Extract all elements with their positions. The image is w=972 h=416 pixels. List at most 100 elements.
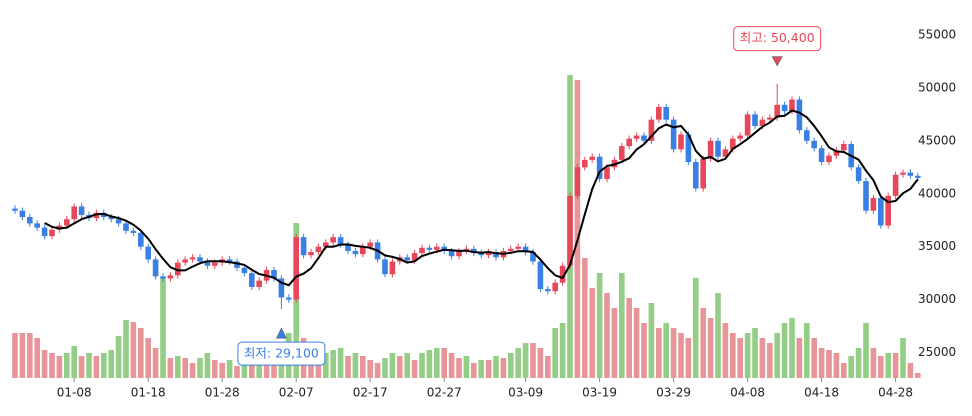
candle-body xyxy=(175,262,181,276)
volume-bar xyxy=(522,343,529,378)
candle-body xyxy=(426,247,433,250)
candle-body xyxy=(878,198,884,226)
candle-body xyxy=(545,289,551,292)
candle-body xyxy=(804,130,810,141)
volume-bar xyxy=(315,356,322,378)
candle-body xyxy=(419,247,425,254)
volume-bar xyxy=(249,358,255,378)
volume-bar xyxy=(471,363,477,378)
candle-body xyxy=(352,250,359,255)
max-marker xyxy=(771,56,783,67)
candle-body xyxy=(64,219,70,226)
volume-bar xyxy=(559,323,566,378)
candle-body xyxy=(841,144,847,151)
volume-bar xyxy=(915,373,921,378)
volume-bar xyxy=(130,322,137,378)
volume-bar xyxy=(730,333,736,378)
candle-body xyxy=(522,246,529,252)
volume-bar xyxy=(530,343,536,378)
candle-body xyxy=(27,217,33,224)
volume-bar xyxy=(456,358,462,378)
volume-bar xyxy=(212,360,218,378)
volume-bar xyxy=(545,356,551,378)
y-tick-label: 45000 xyxy=(918,133,956,147)
candle-body xyxy=(604,167,610,179)
candle-body xyxy=(744,114,751,136)
candle-body xyxy=(271,270,277,279)
candle-body xyxy=(678,134,684,150)
volume-bar xyxy=(49,353,55,378)
volume-bar xyxy=(64,353,70,378)
candle-body xyxy=(737,135,743,139)
candle-body xyxy=(885,195,891,226)
volume-bar xyxy=(374,363,381,378)
volume-bar xyxy=(145,338,151,378)
y-tick-label: 25000 xyxy=(918,345,956,359)
overlay-layer: 25000 30000 35000 40000 45000 50000 55000 01-08… xyxy=(57,26,956,400)
volume-bar xyxy=(138,328,144,378)
volume-bar xyxy=(204,353,211,378)
candle-body xyxy=(108,217,114,220)
candle-body xyxy=(515,246,521,249)
candle-body xyxy=(226,259,233,262)
candle-body xyxy=(796,99,803,131)
x-tick-label: 02-27 xyxy=(427,386,462,400)
candle-body xyxy=(789,99,795,112)
volume-bar xyxy=(589,288,595,378)
volume-bar xyxy=(86,353,92,378)
x-tick-label: 03-29 xyxy=(656,386,691,400)
candle-body xyxy=(71,206,77,220)
volume-bar xyxy=(411,360,418,378)
candle-body xyxy=(900,172,906,175)
candle-body xyxy=(759,119,766,126)
candle-body xyxy=(123,223,129,231)
candle-body xyxy=(530,252,536,262)
candle-body xyxy=(212,262,218,266)
candle-body xyxy=(730,138,736,150)
x-tick-label: 04-18 xyxy=(804,386,839,400)
candle-body xyxy=(189,257,196,260)
candle-body xyxy=(619,146,625,160)
candle-body xyxy=(19,210,26,218)
volume-bar xyxy=(337,348,344,378)
x-tick-label: 02-17 xyxy=(353,386,388,400)
candle-body xyxy=(582,159,588,168)
volume-bar xyxy=(811,338,817,378)
volume-bar xyxy=(833,353,840,378)
candle-body xyxy=(685,134,692,162)
candle-body xyxy=(670,119,677,150)
candle-body xyxy=(693,162,699,189)
volume-bar xyxy=(345,356,351,378)
candle-body xyxy=(286,297,292,300)
volume-bar xyxy=(78,356,85,378)
volume-bar xyxy=(234,366,240,378)
x-tick-label: 01-18 xyxy=(131,386,166,400)
candle-body xyxy=(367,242,373,247)
candle-body xyxy=(715,140,721,157)
candle-body xyxy=(633,135,640,139)
volume-bar xyxy=(685,338,692,378)
volume-bar xyxy=(478,360,484,378)
candle-body xyxy=(389,261,396,275)
volume-bar xyxy=(907,363,914,378)
volume-bar xyxy=(574,80,581,378)
volume-bar xyxy=(863,323,869,378)
volume-bar xyxy=(448,353,455,378)
volume-bar xyxy=(404,353,410,378)
candle-body xyxy=(256,280,262,287)
volume-bar xyxy=(367,360,373,378)
x-tick-label: 01-28 xyxy=(205,386,240,400)
candle-body xyxy=(892,174,899,196)
candle-layer xyxy=(12,83,921,310)
candle-body xyxy=(315,246,322,252)
volume-bar xyxy=(892,353,899,378)
candle-body xyxy=(826,155,832,162)
volume-bar xyxy=(900,338,906,378)
min-label: 최저: 29,100 xyxy=(244,346,319,361)
candle-body xyxy=(471,248,477,254)
volume-bar xyxy=(818,348,825,378)
volume-bar xyxy=(167,358,174,378)
candle-body xyxy=(300,237,307,256)
y-tick-label: 55000 xyxy=(918,27,956,41)
max-label: 최고: 50,400 xyxy=(740,30,815,45)
